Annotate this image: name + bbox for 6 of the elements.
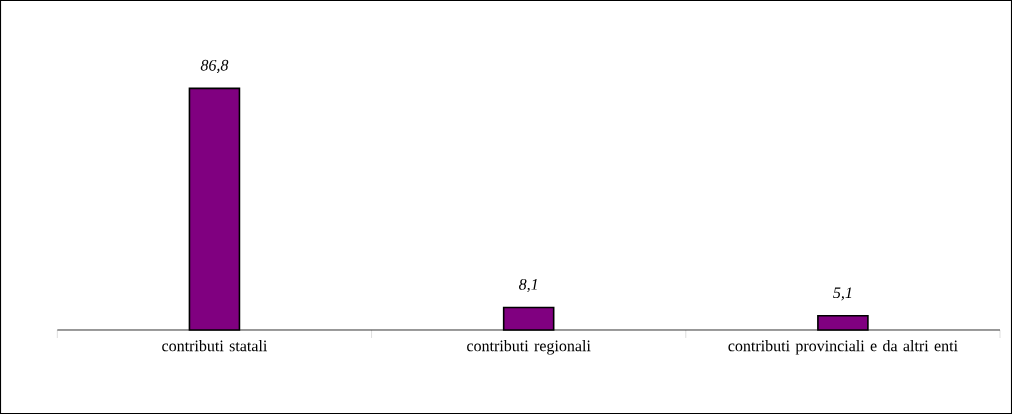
x-tick-label: contributi provinciali e da altri enti	[728, 340, 958, 355]
data-label: 5,1	[833, 287, 852, 301]
x-tick-label: contributi statali	[162, 340, 268, 352]
x-tick-label: contributi regionali	[467, 340, 591, 355]
data-label: 86,8	[200, 59, 229, 73]
data-label: 8,1	[519, 278, 537, 293]
